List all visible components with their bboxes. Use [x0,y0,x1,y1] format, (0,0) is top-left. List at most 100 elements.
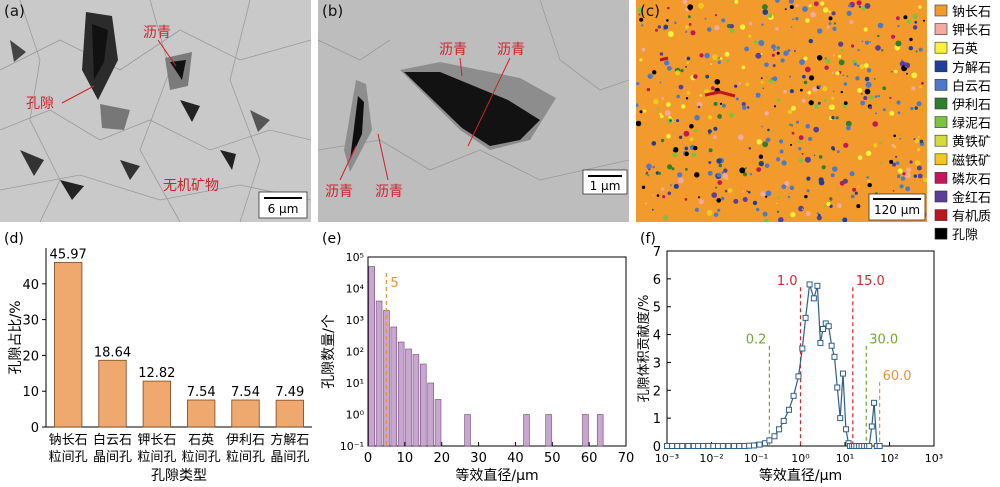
mineral-grain [842,74,845,77]
mineral-grain [694,172,700,178]
mineral-grain [708,132,711,135]
chart-f-point [685,443,692,449]
mineral-grain [832,166,838,172]
mineral-grain [760,191,766,197]
panel-b-pore-left [350,96,364,160]
chart-f-reference-label: 1.0 [777,274,798,289]
chart-e-bar [420,363,427,447]
mineral-grain [762,211,768,217]
mineral-grain [832,90,835,93]
mineral-grain [636,82,640,86]
panel-a-pores [10,12,270,200]
mineral-grain [874,95,878,98]
mineral-grain [729,24,734,29]
mineral-grain [851,44,855,48]
panel-c-tag: (c) [640,2,660,20]
chart-e-x-tick-label: 20 [433,451,450,466]
mineral-grain [683,130,690,137]
mineral-grain [781,160,787,166]
mineral-grain [684,198,688,201]
mineral-grain [901,59,903,62]
panel-b-label-1: 沥青 [439,42,467,58]
mineral-grain [860,100,866,106]
legend-label: 磷灰石 [952,172,991,187]
mineral-grain [752,200,758,206]
panel-b-pointer-3 [339,145,357,181]
mineral-grain [916,147,921,152]
mineral-grain [652,194,654,196]
panel-a-tag: (a) [4,2,25,20]
chart-d-value-label: 12.82 [138,366,175,381]
chart-f-point [679,443,686,449]
mineral-grain [817,101,821,105]
chart-f: (f) 0 1 2 3 4 5 6 7 10⁻³ 10⁻² 10⁻¹ 10⁰ 10¹ 10² 10³ 1.0 15… [636,231,943,484]
mineral-grain [745,82,750,87]
chart-f-point [785,406,792,413]
mineral-grain [829,198,833,201]
panel-a-label-asphalt: 沥青 [143,25,171,41]
mineral-grain [912,25,918,30]
mineral-grain [705,74,710,79]
chart-f-point [868,423,875,430]
mineral-grain [772,64,776,68]
mineral-grain [656,194,660,197]
mineral-grain [903,15,908,20]
chart-f-y-tick-label: 5 [653,301,661,316]
mineral-grain [805,123,811,129]
mineral-grain [918,47,923,52]
chart-f-point [876,443,883,449]
mineral-grain [892,190,895,192]
mineral-grain [875,112,878,115]
mineral-grain [686,61,690,65]
panel-a-scale-label: 6 μm [268,202,299,216]
mineral-grain [639,110,643,114]
mineral-grain [907,19,912,24]
mineral-grain [831,115,835,120]
mineral-grain [879,141,882,145]
legend-swatch [934,41,948,54]
mineral-grain [850,194,855,199]
mineral-grain [713,212,719,217]
mineral-grain [713,126,718,131]
chart-f-point [842,426,849,433]
mineral-grain [716,158,722,164]
mineral-grain [742,190,745,193]
mineral-grain [682,0,688,5]
mineral-grain [843,82,848,86]
mineral-grain [897,111,901,115]
chart-e-y-tick-label: 10⁻¹ [340,440,364,453]
chart-f-y-tick-label: 0 [653,440,661,455]
mineral-grain [779,139,784,144]
mineral-grain [835,116,839,120]
mineral-grain [923,177,927,183]
chart-d-category-label: 方解石 [270,432,309,448]
legend-swatch [934,190,948,203]
mineral-grain [801,208,804,211]
chart-e-bar [545,414,552,447]
mineral-grain [726,177,729,181]
mineral-grain [726,59,730,62]
mineral-grain [694,207,700,212]
chart-f-point [736,443,743,449]
mineral-grain [647,73,653,79]
mineral-grain [767,13,773,18]
mineral-grain [760,77,763,80]
mineral-grain [900,176,906,181]
chart-d-value-label: 7.49 [275,385,304,400]
mineral-grain [783,50,789,56]
legend-swatch [934,79,948,91]
legend-swatch [934,116,948,128]
mineral-grain [840,90,843,94]
mineral-grain [756,167,762,173]
chart-f-point [715,443,722,449]
mineral-grain [755,52,762,59]
mineral-grain [869,41,872,43]
mineral-grain [899,61,906,67]
mineral-grain [789,5,794,9]
mineral-grain [775,0,780,3]
legend-label: 钠长石 [952,5,991,20]
chart-e-reference-label: 5 [390,276,398,291]
mineral-grain [658,171,661,175]
mineral-grain [875,45,881,51]
